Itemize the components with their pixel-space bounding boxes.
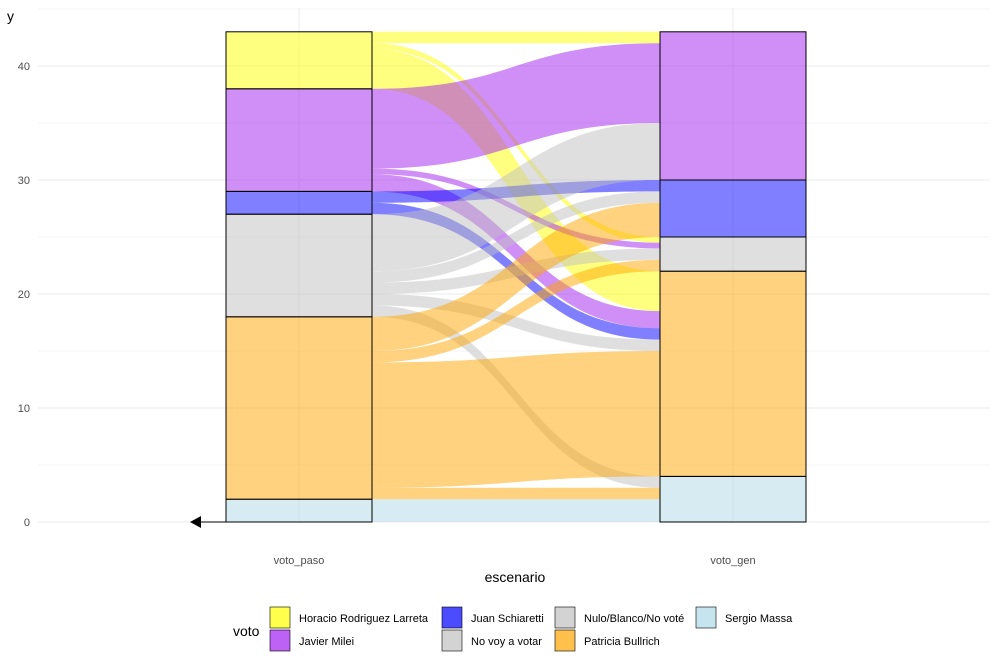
stratum-gen-patricia-bullrich — [659, 270, 807, 477]
arrow-marker — [190, 516, 226, 528]
arrow-head — [190, 516, 201, 528]
flow-horacio-rodriguez-larreta-to-javier-milei — [372, 31, 660, 44]
y-tick-label: 0 — [24, 517, 30, 529]
legend-swatch-horacio-rodriguez-larreta — [269, 606, 291, 629]
flow-patricia-bullrich-to-sergio-massa — [372, 487, 660, 500]
flow-patricia-bullrich-to-nulo-blanco-no-vote — [372, 259, 660, 363]
flow-nulo-blanco-no-vote-to-javier-milei — [372, 123, 660, 272]
legend-title: voto — [233, 623, 260, 639]
flow-javier-milei-to-javier-milei — [372, 43, 660, 169]
y-tick-label: 20 — [18, 289, 30, 301]
legend-swatch-juan-schiaretti — [441, 606, 463, 629]
stratum-paso-horacio-rodriguez-larreta — [225, 31, 373, 90]
stratum-gen-juan-schiaretti — [659, 179, 807, 238]
stratum-paso-juan-schiaretti — [225, 190, 373, 215]
stratum-gen-sergio-massa — [659, 475, 807, 523]
legend-swatch-sergio-massa — [695, 606, 717, 629]
legend-label-no-voy-a-votar: No voy a votar — [471, 636, 542, 648]
stratum-gen-javier-milei — [659, 31, 807, 181]
legend-label-juan-schiaretti: Juan Schiaretti — [471, 613, 544, 625]
stratum-paso-nulo-blanco-no-vote — [225, 213, 373, 318]
stratum-gen-nulo-blanco-no-vote — [659, 236, 807, 272]
strata — [225, 31, 807, 523]
y-tick-label: 10 — [18, 403, 30, 415]
legend-label-sergio-massa: Sergio Massa — [725, 613, 793, 625]
x-axis-title: escenario — [485, 569, 546, 585]
y-tick-label: 40 — [18, 61, 30, 73]
stratum-paso-javier-milei — [225, 88, 373, 192]
legend-label-horacio-rodriguez-larreta: Horacio Rodriguez Larreta — [299, 613, 429, 625]
flow-javier-milei-to-patricia-bullrich — [372, 174, 660, 329]
stratum-paso-patricia-bullrich — [225, 316, 373, 500]
flow-sergio-massa-to-sergio-massa — [372, 499, 660, 522]
legend-label-patricia-bullrich: Patricia Bullrich — [584, 636, 660, 648]
stratum-paso-sergio-massa — [225, 498, 373, 523]
x-axis-ticks: voto_paso voto_gen — [274, 555, 756, 567]
legend-label-javier-milei: Javier Milei — [299, 636, 354, 648]
y-axis-ticks: 0 10 20 30 40 — [18, 61, 30, 529]
flows — [372, 31, 660, 522]
legend-label-nulo-blanco-no-vote: Nulo/Blanco/No voté — [584, 613, 684, 625]
legend-swatch-patricia-bullrich — [554, 629, 576, 652]
y-tick-label: 30 — [18, 175, 30, 187]
y-axis-title: y — [7, 8, 14, 24]
legend: voto Horacio Rodriguez Larreta Javier Mil… — [233, 606, 793, 652]
flow-patricia-bullrich-to-juan-schiaretti — [372, 202, 660, 351]
legend-swatch-no-voy-a-votar — [441, 629, 463, 652]
flow-nulo-blanco-no-vote-to-juan-schiaretti — [372, 191, 660, 283]
x-tick-label: voto_paso — [274, 555, 325, 567]
legend-swatch-nulo-blanco-no-vote — [554, 606, 576, 629]
legend-swatch-javier-milei — [269, 629, 291, 652]
flow-patricia-bullrich-to-patricia-bullrich — [372, 351, 660, 488]
x-tick-label: voto_gen — [710, 555, 755, 567]
